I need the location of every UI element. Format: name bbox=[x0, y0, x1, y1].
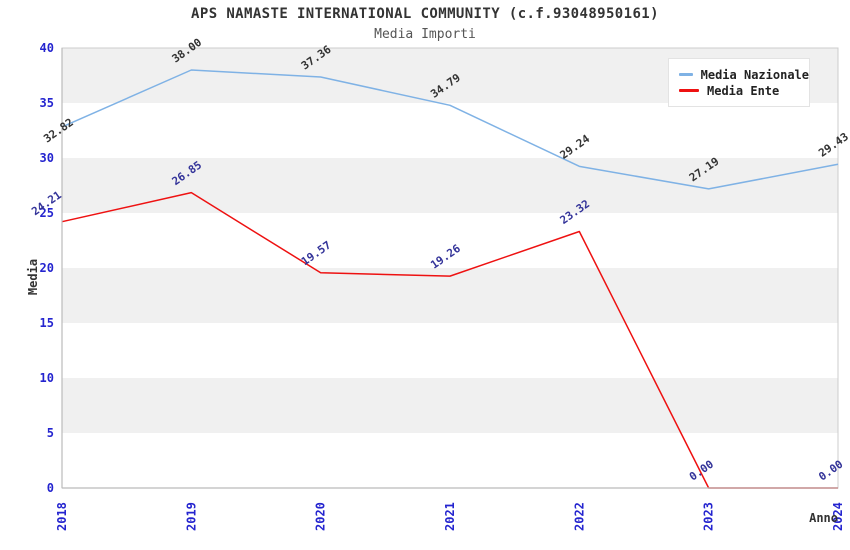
legend-label: Media Nazionale bbox=[700, 67, 809, 82]
y-tick-label: 40 bbox=[40, 41, 54, 55]
plot-band bbox=[62, 378, 838, 433]
series-line-media-nazionale bbox=[61, 69, 839, 190]
x-tick-label: 2020 bbox=[314, 502, 328, 531]
chart-title: APS NAMASTE INTERNATIONAL COMMUNITY (c.f… bbox=[191, 6, 659, 22]
y-tick-label: 15 bbox=[40, 316, 54, 330]
y-tick-label: 30 bbox=[40, 151, 54, 165]
legend-line-swatch-red bbox=[679, 89, 699, 92]
x-tick-label: 2021 bbox=[443, 502, 457, 531]
plot-band bbox=[62, 103, 838, 158]
legend-label: Media Ente bbox=[707, 83, 780, 98]
plot-band bbox=[62, 158, 838, 213]
y-tick-label: 0 bbox=[47, 481, 54, 495]
y-tick-label: 20 bbox=[40, 261, 54, 275]
x-tick-label: 2023 bbox=[702, 502, 716, 531]
legend-item-media-ente: Media Ente bbox=[679, 83, 809, 98]
plot-band bbox=[62, 213, 838, 268]
x-tick-label: 2019 bbox=[184, 502, 198, 531]
x-tick-label: 2018 bbox=[55, 502, 69, 531]
x-axis-title: Anno bbox=[809, 511, 838, 525]
y-tick-label: 5 bbox=[47, 426, 54, 440]
y-tick-label: 25 bbox=[40, 206, 54, 220]
x-tick-label: 2024 bbox=[831, 502, 845, 531]
y-tick-label: 10 bbox=[40, 371, 54, 385]
y-tick-label: 35 bbox=[40, 96, 54, 110]
x-tick-label: 2022 bbox=[572, 502, 586, 531]
plot-band bbox=[62, 433, 838, 488]
legend-item-media-nazionale: Media Nazionale bbox=[679, 67, 809, 82]
plot-band bbox=[62, 268, 838, 323]
legend: Media Nazionale Media Ente bbox=[668, 58, 810, 107]
y-axis-title: Media bbox=[26, 258, 40, 296]
legend-line-swatch-blue bbox=[679, 73, 693, 76]
chart-subtitle: Media Importi bbox=[374, 27, 476, 42]
plot-band bbox=[62, 323, 838, 378]
